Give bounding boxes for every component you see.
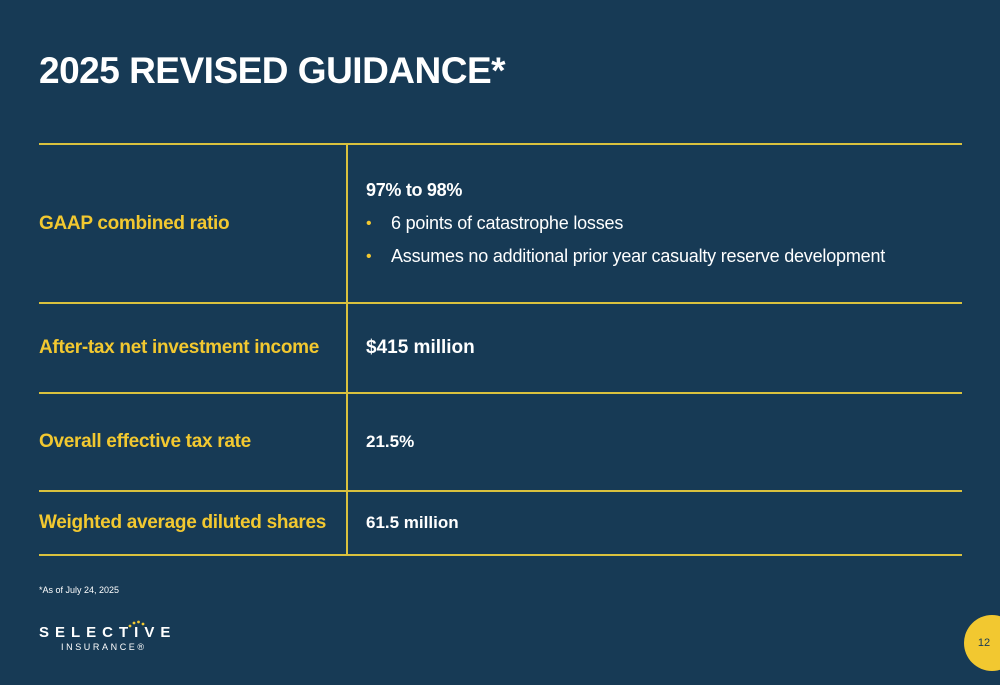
logo-subtitle: INSURANCE® bbox=[61, 642, 147, 652]
bullet-list: • 6 points of catastrophe losses • Assum… bbox=[366, 213, 962, 267]
table-row-combined-ratio: GAAP combined ratio 97% to 98% • 6 point… bbox=[39, 145, 962, 302]
row-value-cell: 21.5% bbox=[348, 394, 962, 490]
row-value-cell: 61.5 million bbox=[348, 492, 962, 554]
row-value: 21.5% bbox=[366, 432, 415, 451]
bullet-text: Assumes no additional prior year casualt… bbox=[391, 246, 886, 266]
column-divider bbox=[346, 304, 348, 392]
row-value: 97% to 98% bbox=[366, 180, 463, 200]
table-divider bbox=[39, 302, 962, 304]
row-label: After-tax net investment income bbox=[39, 337, 319, 358]
table-row-tax-rate: Overall effective tax rate 21.5% bbox=[39, 394, 962, 490]
logo-name: SELECTIVE bbox=[39, 624, 177, 641]
row-label: GAAP combined ratio bbox=[39, 212, 230, 234]
row-value-cell: 97% to 98% • 6 points of catastrophe los… bbox=[348, 145, 962, 302]
logo-wordmark: SELECTIVE bbox=[39, 620, 177, 641]
row-label: Overall effective tax rate bbox=[39, 431, 251, 452]
table-row-diluted-shares: Weighted average diluted shares 61.5 mil… bbox=[39, 492, 962, 554]
table-divider bbox=[39, 143, 962, 145]
column-divider bbox=[346, 394, 348, 490]
footnote: *As of July 24, 2025 bbox=[39, 585, 120, 595]
page-title: 2025 REVISED GUIDANCE* bbox=[39, 50, 506, 91]
selective-logo: SELECTIVE INSURANCE® bbox=[39, 620, 177, 652]
row-value-cell: $415 million bbox=[348, 304, 962, 392]
table-divider bbox=[39, 392, 962, 394]
bullet-item: • Assumes no additional prior year casua… bbox=[366, 246, 962, 267]
row-label: Weighted average diluted shares bbox=[39, 512, 327, 533]
table-row-investment-income: After-tax net investment income $415 mil… bbox=[39, 304, 962, 392]
column-divider bbox=[346, 145, 348, 302]
column-divider bbox=[346, 492, 348, 554]
table-divider bbox=[39, 554, 962, 556]
guidance-table: GAAP combined ratio 97% to 98% • 6 point… bbox=[39, 143, 962, 556]
bullet-icon: • bbox=[366, 247, 372, 265]
bullet-item: • 6 points of catastrophe losses bbox=[366, 213, 962, 234]
table-divider bbox=[39, 490, 962, 492]
bullet-icon: • bbox=[366, 214, 372, 232]
logo-dots-icon bbox=[128, 620, 145, 628]
page-number-badge: 12 bbox=[964, 615, 1000, 671]
row-value: $415 million bbox=[366, 337, 475, 358]
bullet-text: 6 points of catastrophe losses bbox=[391, 213, 624, 233]
row-value: 61.5 million bbox=[366, 513, 459, 532]
